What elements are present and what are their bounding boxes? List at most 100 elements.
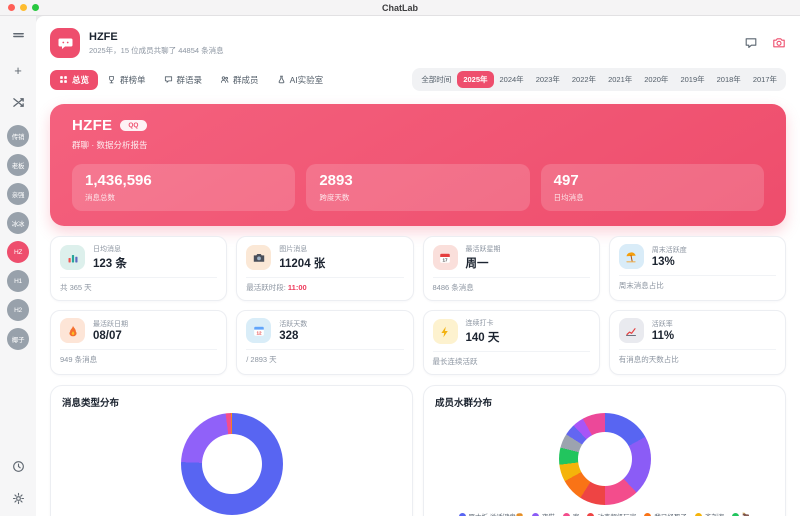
legend-item-member-3[interactable]: 客 xyxy=(562,511,579,516)
year-filter-2025[interactable]: 2025年 xyxy=(457,71,494,88)
history-icon[interactable] xyxy=(10,458,26,474)
stat-card-footer: 最长连续活跃 xyxy=(432,357,478,366)
chat-avatar-list: 传销 老板 亲强 冰冰 HZ H1 H2 椰子 xyxy=(7,118,29,350)
year-filter-2023[interactable]: 2023年 xyxy=(535,75,560,84)
stat-card-label: 图片消息 xyxy=(279,246,308,253)
stat-card-active-days: 12 活跃天数 328 / 2893 天 xyxy=(236,310,414,375)
feedback-comment-icon[interactable] xyxy=(744,36,758,50)
chat-avatar-6[interactable]: H1 xyxy=(7,270,29,292)
tab-ai-lab[interactable]: AI实验室 xyxy=(268,70,333,90)
screenshot-camera-icon[interactable] xyxy=(772,36,786,50)
menu-icon[interactable] xyxy=(10,28,26,44)
legend-item-member-2[interactable]: 夜猫 xyxy=(531,511,555,516)
hero-stat-value: 497 xyxy=(553,172,579,189)
stat-card-footer: 949 条消息 xyxy=(60,355,98,364)
chat-avatar-3[interactable]: 亲强 xyxy=(7,183,29,205)
year-filter-all[interactable]: 全部时间 xyxy=(421,75,452,84)
hero-report-card: HZFE QQ 群聊 · 数据分析报告 1,436,596 消息总数 2893 … xyxy=(50,104,786,226)
hero-stat-value: 2893 xyxy=(319,172,353,189)
year-filter-2018[interactable]: 2018年 xyxy=(716,75,741,84)
stat-card-weekend-activity: 周末活跃度 13% 周末消息占比 xyxy=(608,236,786,301)
flask-icon xyxy=(278,75,284,84)
message-type-chart-card: 消息类型分布 文字 图片 表情 未知 视频 文件 语音 xyxy=(50,385,413,516)
calendar-icon: 17 xyxy=(432,245,458,270)
trophy-icon xyxy=(109,76,114,84)
legend-item-member-6[interactable]: 齐刘海 xyxy=(694,511,724,516)
chart-title: 消息类型分布 xyxy=(62,398,120,409)
fire-icon xyxy=(60,318,85,343)
legend-item-member-4[interactable]: 动森超级玩家 xyxy=(587,511,636,516)
year-filter-2022[interactable]: 2022年 xyxy=(571,75,597,84)
stat-card-value: 周一 xyxy=(465,258,489,270)
add-chat-icon[interactable]: + xyxy=(14,62,22,78)
stat-card-value: 08/07 xyxy=(93,330,122,342)
stat-card-daily-messages: 日均消息 123 条 共 365 天 xyxy=(50,236,228,301)
chat-avatar-hz-active[interactable]: HZ xyxy=(7,241,29,263)
hero-stat-label: 消息总数 xyxy=(85,193,115,202)
legend-dot xyxy=(458,512,466,516)
legend-item-member-1[interactable]: 原木板 说话键盘🍔 xyxy=(458,511,524,516)
stat-card-label: 周末活跃度 xyxy=(651,247,687,254)
legend-label: 原木板 说话键盘🍔 xyxy=(469,511,524,516)
stat-card-footer: / 2893 天 xyxy=(246,355,277,364)
tab-quotes-label: 群语录 xyxy=(176,74,203,85)
year-filter-2019[interactable]: 2019年 xyxy=(680,75,705,84)
hero-stat-value: 1,436,596 xyxy=(85,172,152,189)
tab-quotes[interactable]: 群语录 xyxy=(155,70,212,90)
settings-gear-icon[interactable] xyxy=(10,490,26,506)
legend-item-member-7[interactable]: 🐂 xyxy=(732,511,751,516)
member-activity-donut-chart[interactable] xyxy=(558,413,651,505)
chart-title: 成员水群分布 xyxy=(435,398,493,409)
overview-grid-icon xyxy=(60,76,67,83)
chat-avatar-7[interactable]: H2 xyxy=(7,299,29,321)
year-filter-2020[interactable]: 2020年 xyxy=(644,75,669,84)
stat-card-streak: 连续打卡 140 天 最长连续活跃 xyxy=(422,310,600,375)
stat-card-activity-rate: 活跃率 11% 有消息的天数占比 xyxy=(608,310,786,375)
year-filter-2017[interactable]: 2017年 xyxy=(752,75,777,84)
legend-label: 我已经死了 xyxy=(654,511,687,516)
hero-stat-daily-average: 497 日均消息 xyxy=(540,164,764,211)
stat-card-value: 328 xyxy=(279,330,299,342)
donut-hole xyxy=(201,434,262,494)
svg-text:12: 12 xyxy=(256,330,262,335)
stat-card-footer: 共 365 天 xyxy=(60,283,92,292)
stat-card-label: 最活跃日期 xyxy=(93,321,128,328)
tab-overview-label: 总览 xyxy=(72,74,90,85)
platform-badge: QQ xyxy=(120,120,147,131)
donut-hole xyxy=(577,432,632,486)
members-icon xyxy=(220,76,229,83)
trend-chart-icon xyxy=(618,318,644,343)
group-title: HZFE xyxy=(89,30,118,43)
tab-overview[interactable]: 总览 xyxy=(50,69,99,90)
stat-card-label: 日均消息 xyxy=(93,246,121,253)
message-type-donut-chart[interactable] xyxy=(180,413,283,515)
maximize-window-button[interactable] xyxy=(32,4,39,11)
stat-card-value: 11204 张 xyxy=(279,258,326,270)
window-title: ChatLab xyxy=(382,2,418,13)
tab-rankings[interactable]: 群榜单 xyxy=(98,70,155,90)
legend-dot xyxy=(531,512,539,516)
tab-members[interactable]: 群成员 xyxy=(211,70,268,90)
close-window-button[interactable] xyxy=(8,4,15,11)
legend-dot xyxy=(587,512,595,516)
chat-avatar-2[interactable]: 老板 xyxy=(7,154,29,176)
shuffle-icon[interactable] xyxy=(10,94,26,110)
hero-stat-label: 跨度天数 xyxy=(319,193,350,202)
year-filter-2024[interactable]: 2024年 xyxy=(499,75,524,84)
stat-card-most-active-date: 最活跃日期 08/07 949 条消息 xyxy=(50,310,228,375)
legend-item-member-5[interactable]: 我已经死了 xyxy=(644,511,687,516)
tab-members-label: 群成员 xyxy=(233,74,259,85)
legend-dot xyxy=(644,512,652,516)
chat-avatar-8[interactable]: 椰子 xyxy=(7,328,29,350)
chat-avatar-4[interactable]: 冰冰 xyxy=(7,212,29,234)
stat-card-most-active-weekday: 17 最活跃星期 周一 8486 条消息 xyxy=(422,236,600,301)
year-filter-2021[interactable]: 2021年 xyxy=(608,75,633,84)
stat-card-footer: 周末消息占比 xyxy=(618,281,664,290)
chart-legend: 原木板 说话键盘🍔 夜猫 客 动森超级玩家 我已经死了 齐刘海 🐂 Deadma… xyxy=(435,511,774,516)
legend-label: 🐂 xyxy=(742,512,750,516)
minimize-window-button[interactable] xyxy=(20,4,27,11)
stat-card-label: 活跃率 xyxy=(651,321,673,328)
chat-avatar-1[interactable]: 传销 xyxy=(7,125,29,147)
stat-cards-grid: 日均消息 123 条 共 365 天 图片消息 11204 张 xyxy=(50,236,786,375)
stat-card-label: 最活跃星期 xyxy=(465,246,501,253)
